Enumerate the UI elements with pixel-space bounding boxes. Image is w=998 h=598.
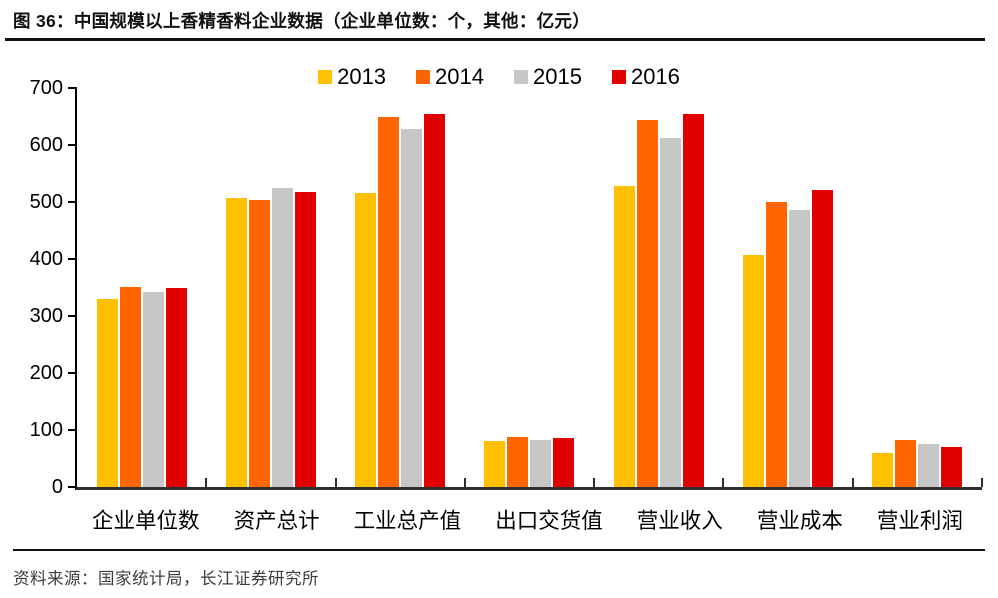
y-axis-tick-label: 0 — [51, 476, 63, 498]
y-axis-tick-mark — [68, 201, 77, 203]
y-axis-tick-label: 500 — [29, 191, 63, 213]
x-axis-tick-mark — [851, 478, 854, 487]
y-axis-tick-label: 700 — [29, 77, 63, 99]
y-axis-tick-label: 300 — [29, 305, 63, 327]
y-axis-tick-mark — [68, 87, 77, 89]
legend-item-2014: 2014 — [416, 66, 484, 88]
source-note: 资料来源：国家统计局，长江证券研究所 — [13, 570, 319, 588]
bar-营业利润-2016 — [941, 447, 963, 487]
bar-营业收入-2013 — [613, 186, 635, 487]
legend-swatch-icon — [611, 70, 626, 84]
y-axis-tick-mark — [68, 486, 77, 488]
bar-营业收入-2014 — [636, 119, 658, 487]
legend-label: 2016 — [630, 64, 680, 89]
bar-资产总计-2015 — [271, 188, 293, 487]
legend-swatch-icon — [416, 70, 431, 84]
y-axis-tick-label: 400 — [29, 248, 63, 270]
x-axis-tick-mark — [722, 478, 725, 487]
bar-出口交货值-2014 — [507, 437, 529, 487]
figure-title: 图 36：中国规模以上香精香料企业数据（企业单位数：个，其他：亿元） — [13, 11, 591, 31]
bar-营业利润-2015 — [918, 444, 940, 487]
bar-group-营业成本 — [743, 88, 834, 487]
bar-营业收入-2015 — [659, 138, 681, 487]
bar-出口交货值-2016 — [553, 437, 575, 487]
legend-swatch-icon — [514, 70, 528, 84]
bar-企业单位数-2016 — [165, 288, 187, 487]
legend-swatch-icon — [318, 70, 333, 84]
bar-工业总产值-2015 — [401, 129, 423, 487]
bar-group-资产总计 — [225, 88, 316, 487]
legend-item-2013: 2013 — [318, 66, 386, 88]
x-axis-tick-mark — [981, 478, 983, 487]
bar-group-工业总产值 — [355, 88, 446, 487]
title-divider — [5, 38, 985, 41]
x-axis-tick-mark — [463, 478, 466, 487]
bar-营业成本-2014 — [766, 202, 788, 487]
x-axis-category-label: 营业利润 — [876, 509, 963, 533]
x-axis-tick-mark — [205, 478, 208, 487]
y-axis-tick-mark — [68, 429, 77, 431]
bar-group-营业利润 — [872, 88, 963, 487]
bar-企业单位数-2014 — [119, 286, 141, 487]
bar-资产总计-2014 — [248, 200, 270, 487]
bar-工业总产值-2016 — [424, 114, 446, 487]
bar-group-企业单位数 — [96, 88, 187, 487]
x-axis-category-label: 出口交货值 — [495, 509, 603, 533]
legend-item-2016: 2016 — [611, 64, 680, 89]
bar-企业单位数-2015 — [142, 291, 164, 487]
y-axis-tick-mark — [68, 315, 77, 317]
legend-label: 2013 — [337, 64, 387, 89]
bar-资产总计-2013 — [225, 198, 247, 487]
bar-资产总计-2016 — [294, 191, 316, 487]
bar-营业成本-2016 — [812, 190, 834, 487]
bar-chart-plot: 0 100 200 300 400 500 600 700 — [30, 78, 983, 497]
bar-工业总产值-2014 — [378, 117, 400, 487]
x-axis-labels: 企业单位数 资产总计 工业总产值 出口交货值 营业收入 营业成本 营业利润 — [75, 506, 980, 536]
bar-营业利润-2014 — [895, 440, 917, 487]
bar-group-出口交货值 — [484, 88, 575, 487]
legend-label: 2014 — [435, 64, 484, 89]
legend-label: 2015 — [533, 64, 582, 89]
x-axis-tick-mark — [334, 478, 337, 487]
x-axis-category-label: 工业总产值 — [353, 509, 462, 533]
bar-工业总产值-2013 — [355, 192, 377, 487]
bar-营业成本-2015 — [789, 209, 811, 487]
y-axis-tick-mark — [68, 258, 77, 260]
y-axis-tick-label: 100 — [29, 419, 63, 441]
x-axis-category-label: 营业成本 — [756, 509, 843, 533]
y-axis-tick-mark — [68, 144, 77, 146]
legend-item-2015: 2015 — [514, 66, 582, 88]
x-axis-category-label: 营业收入 — [636, 509, 723, 533]
bar-企业单位数-2013 — [96, 298, 118, 487]
x-axis-tick-mark — [593, 478, 596, 487]
y-axis-tick-mark — [68, 372, 77, 374]
x-axis-category-label: 企业单位数 — [92, 509, 200, 533]
y-axis-tick-label: 600 — [29, 134, 63, 156]
bar-group-营业收入 — [613, 88, 704, 487]
bar-营业收入-2016 — [682, 114, 704, 487]
bar-groups — [77, 88, 982, 487]
chart-legend: 2013 2014 2015 2016 — [0, 66, 998, 88]
y-axis-tick-label: 200 — [29, 362, 63, 384]
x-axis-category-label: 资产总计 — [233, 509, 320, 533]
bar-出口交货值-2015 — [530, 440, 552, 487]
bar-出口交货值-2013 — [484, 441, 506, 487]
bar-营业成本-2013 — [743, 255, 765, 487]
bar-营业利润-2013 — [872, 452, 894, 487]
footer-divider — [13, 549, 985, 551]
